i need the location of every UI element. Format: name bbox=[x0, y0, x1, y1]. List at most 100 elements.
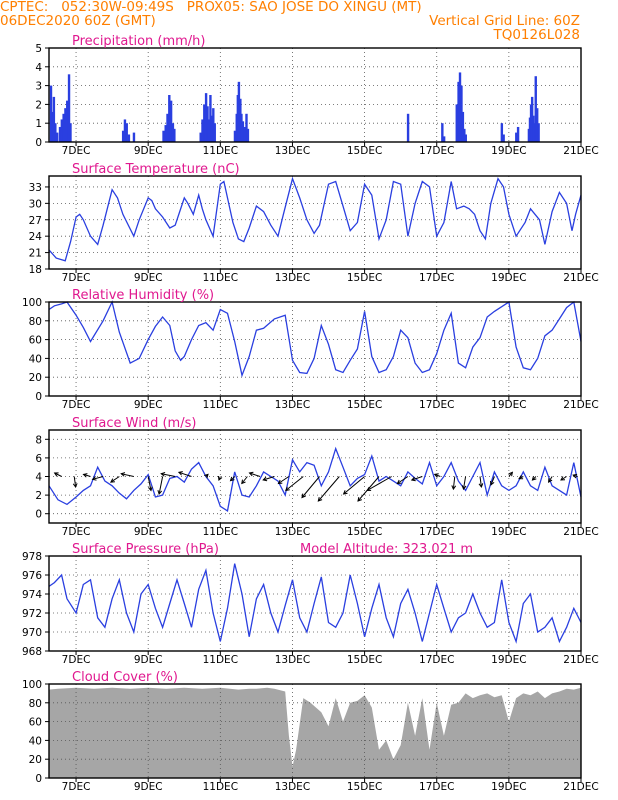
y-tick-label: 4 bbox=[35, 62, 42, 74]
precip-bar bbox=[67, 74, 71, 142]
wind-arrowhead bbox=[277, 479, 283, 485]
series-line bbox=[48, 563, 582, 644]
x-tick-label: 19DEC bbox=[491, 145, 526, 157]
wind-arrowhead bbox=[461, 485, 467, 491]
precip-bar bbox=[246, 128, 250, 142]
panel-frame bbox=[48, 175, 582, 270]
x-tick-label: 21DEC bbox=[563, 399, 598, 411]
panel-annotation: Model Altitude: 323.021 m bbox=[300, 542, 473, 557]
precip-bar bbox=[162, 130, 165, 142]
wind-arrowhead bbox=[366, 486, 372, 492]
x-tick-label: 21DEC bbox=[563, 272, 598, 284]
precip-bar bbox=[533, 123, 536, 142]
precip-bar bbox=[166, 113, 169, 142]
series-line bbox=[48, 446, 582, 512]
x-tick-label: 17DEC bbox=[419, 145, 454, 157]
precip-bar bbox=[60, 119, 64, 142]
y-tick-label: 40 bbox=[29, 353, 42, 365]
precip-bar bbox=[164, 125, 167, 142]
y-tick-label: 1 bbox=[35, 118, 42, 130]
precip-bar bbox=[463, 128, 466, 142]
wind-arrow bbox=[83, 473, 91, 477]
wind-arrow bbox=[121, 473, 134, 477]
wind-arrowhead bbox=[91, 476, 97, 481]
precip-bar bbox=[69, 123, 72, 142]
y-tick-label: 80 bbox=[29, 698, 42, 710]
panel-frame bbox=[48, 301, 582, 397]
y-tick-label: 4 bbox=[35, 472, 42, 484]
x-tick-label: 11DEC bbox=[203, 781, 238, 793]
precip-bar bbox=[64, 108, 67, 142]
precip-bar bbox=[125, 123, 128, 142]
y-tick-label: 100 bbox=[22, 297, 42, 309]
x-tick-label: 17DEC bbox=[419, 526, 454, 538]
precip-bar bbox=[515, 132, 518, 142]
precip-bar bbox=[127, 134, 131, 142]
x-tick-label: 11DEC bbox=[203, 399, 238, 411]
precip-bar bbox=[213, 123, 216, 142]
y-tick-label: 60 bbox=[29, 717, 42, 729]
wind-arrowhead bbox=[572, 473, 578, 479]
x-tick-label: 21DEC bbox=[563, 145, 598, 157]
wind-arrowhead bbox=[82, 473, 88, 478]
wind-arrowhead bbox=[248, 471, 254, 477]
x-tick-label: 19DEC bbox=[491, 654, 526, 666]
panel-title: Precipitation (mm/h) bbox=[72, 34, 205, 49]
x-tick-label: 15DEC bbox=[347, 145, 382, 157]
precip-bar bbox=[233, 130, 237, 142]
wind-arrow bbox=[285, 476, 304, 491]
wind-arrowhead bbox=[110, 478, 115, 483]
y-tick-label: 8 bbox=[35, 434, 42, 446]
y-tick-label: 20 bbox=[29, 372, 42, 384]
x-tick-label: 13DEC bbox=[275, 145, 310, 157]
wind-arrow bbox=[263, 476, 275, 481]
wind-arrowhead bbox=[560, 476, 566, 481]
header-grid-note: Vertical Grid Line: 60Z bbox=[429, 13, 580, 29]
precip-bar bbox=[123, 119, 127, 142]
x-tick-label: 19DEC bbox=[491, 526, 526, 538]
x-tick-label: 13DEC bbox=[275, 526, 310, 538]
precip-bar bbox=[209, 95, 212, 142]
wind-arrowhead bbox=[241, 479, 246, 485]
wind-arrow bbox=[110, 476, 120, 483]
precip-bar bbox=[537, 123, 540, 142]
y-tick-label: 21 bbox=[29, 248, 42, 260]
wind-arrow bbox=[490, 476, 495, 486]
x-tick-label: 13DEC bbox=[275, 654, 310, 666]
y-tick-label: 24 bbox=[29, 231, 43, 243]
header-date: 06DEC2020 60Z (GMT) bbox=[0, 13, 156, 29]
y-tick-label: 40 bbox=[29, 735, 42, 747]
precip-bar bbox=[457, 81, 460, 142]
precip-bar bbox=[171, 123, 175, 142]
y-tick-label: 30 bbox=[29, 198, 42, 210]
precip-bar bbox=[173, 128, 176, 142]
precip-bar bbox=[49, 85, 53, 142]
x-tick-label: 17DEC bbox=[419, 399, 454, 411]
x-tick-label: 7DEC bbox=[62, 526, 91, 538]
series-line bbox=[48, 300, 582, 378]
y-tick-label: 974 bbox=[22, 589, 42, 601]
y-tick-label: 0 bbox=[35, 137, 42, 149]
y-tick-label: 6 bbox=[35, 453, 42, 465]
wind-arrowhead bbox=[451, 485, 457, 491]
precip-bar bbox=[442, 136, 446, 142]
precip-bar bbox=[461, 111, 465, 142]
wind-arrowhead bbox=[342, 490, 348, 495]
y-tick-label: 968 bbox=[22, 646, 42, 658]
wind-arrowhead bbox=[148, 486, 153, 492]
y-tick-label: 0 bbox=[35, 773, 42, 785]
wind-arrowhead bbox=[317, 496, 323, 502]
x-tick-label: 15DEC bbox=[347, 781, 382, 793]
y-tick-label: 2 bbox=[35, 490, 42, 502]
precip-bar bbox=[66, 100, 69, 142]
y-tick-label: 0 bbox=[35, 391, 42, 403]
x-tick-label: 11DEC bbox=[203, 145, 238, 157]
y-tick-label: 18 bbox=[29, 264, 42, 276]
panel-title: Surface Wind (m/s) bbox=[72, 416, 196, 431]
wind-arrow bbox=[317, 476, 340, 502]
wind-arrow bbox=[161, 473, 176, 477]
x-tick-label: 9DEC bbox=[134, 781, 163, 793]
wind-arrow bbox=[452, 476, 456, 490]
x-tick-label: 21DEC bbox=[563, 781, 598, 793]
x-tick-label: 9DEC bbox=[134, 526, 163, 538]
